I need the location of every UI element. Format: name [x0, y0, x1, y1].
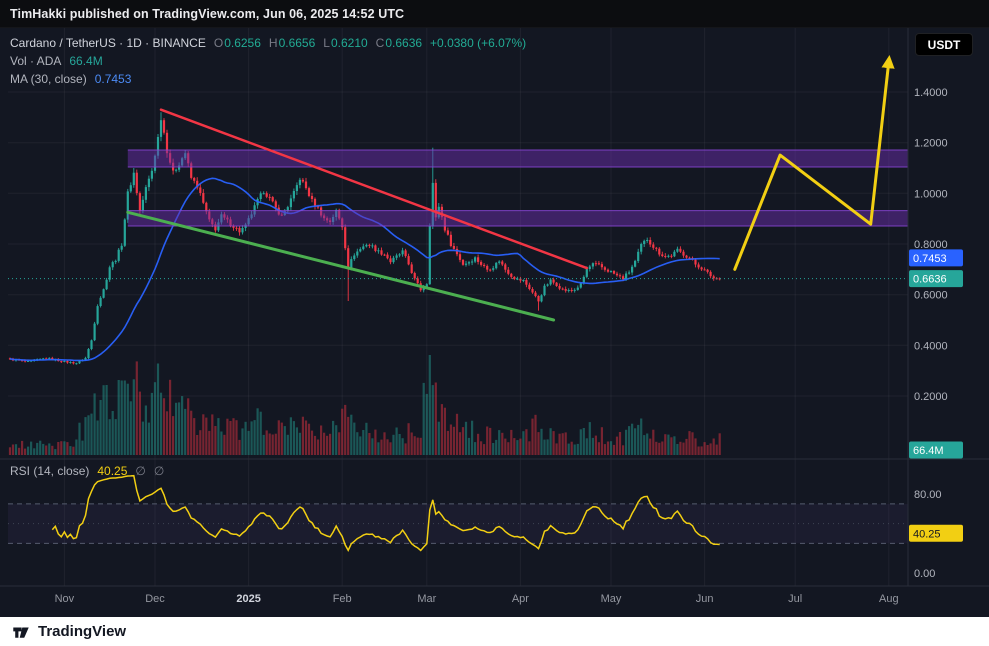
svg-text:2025: 2025 [236, 593, 260, 605]
svg-text:Mar: Mar [417, 593, 436, 605]
currency-toggle-button[interactable]: USDT [915, 33, 973, 56]
tradingview-logo-icon[interactable] [12, 623, 30, 641]
svg-text:0.2000: 0.2000 [914, 391, 948, 403]
svg-text:66.4M: 66.4M [913, 445, 944, 457]
svg-text:0.00: 0.00 [914, 568, 935, 580]
svg-text:May: May [601, 593, 622, 605]
svg-text:Jul: Jul [788, 593, 802, 605]
svg-text:1.4000: 1.4000 [914, 87, 948, 99]
svg-text:Feb: Feb [333, 593, 352, 605]
svg-text:Aug: Aug [879, 593, 899, 605]
svg-text:0.6636: 0.6636 [913, 274, 947, 286]
tradingview-wordmark[interactable]: TradingView [38, 623, 127, 640]
svg-text:Dec: Dec [145, 593, 165, 605]
svg-text:1.0000: 1.0000 [914, 188, 948, 200]
svg-text:40.25: 40.25 [913, 528, 941, 540]
price-chart-canvas[interactable]: 1.4000 1.2000 1.0000 0.8000 0.6000 0.4000 0.20… [0, 28, 989, 617]
svg-text:80.00: 80.00 [914, 489, 942, 501]
svg-text:Apr: Apr [512, 593, 529, 605]
publisher-bar: TimHakki published on TradingView.com, J… [0, 0, 989, 28]
svg-text:0.6000: 0.6000 [914, 290, 948, 302]
chart-area: 1.4000 1.2000 1.0000 0.8000 0.6000 0.4000 0.20… [0, 28, 989, 617]
svg-text:0.4000: 0.4000 [914, 340, 948, 352]
svg-text:0.7453: 0.7453 [913, 253, 947, 265]
footer-bar: TradingView [0, 617, 989, 646]
publisher-text: TimHakki published on TradingView.com, J… [10, 6, 405, 21]
svg-text:Nov: Nov [55, 593, 75, 605]
svg-text:Jun: Jun [696, 593, 714, 605]
svg-text:0.8000: 0.8000 [914, 239, 948, 251]
svg-text:1.2000: 1.2000 [914, 138, 948, 150]
